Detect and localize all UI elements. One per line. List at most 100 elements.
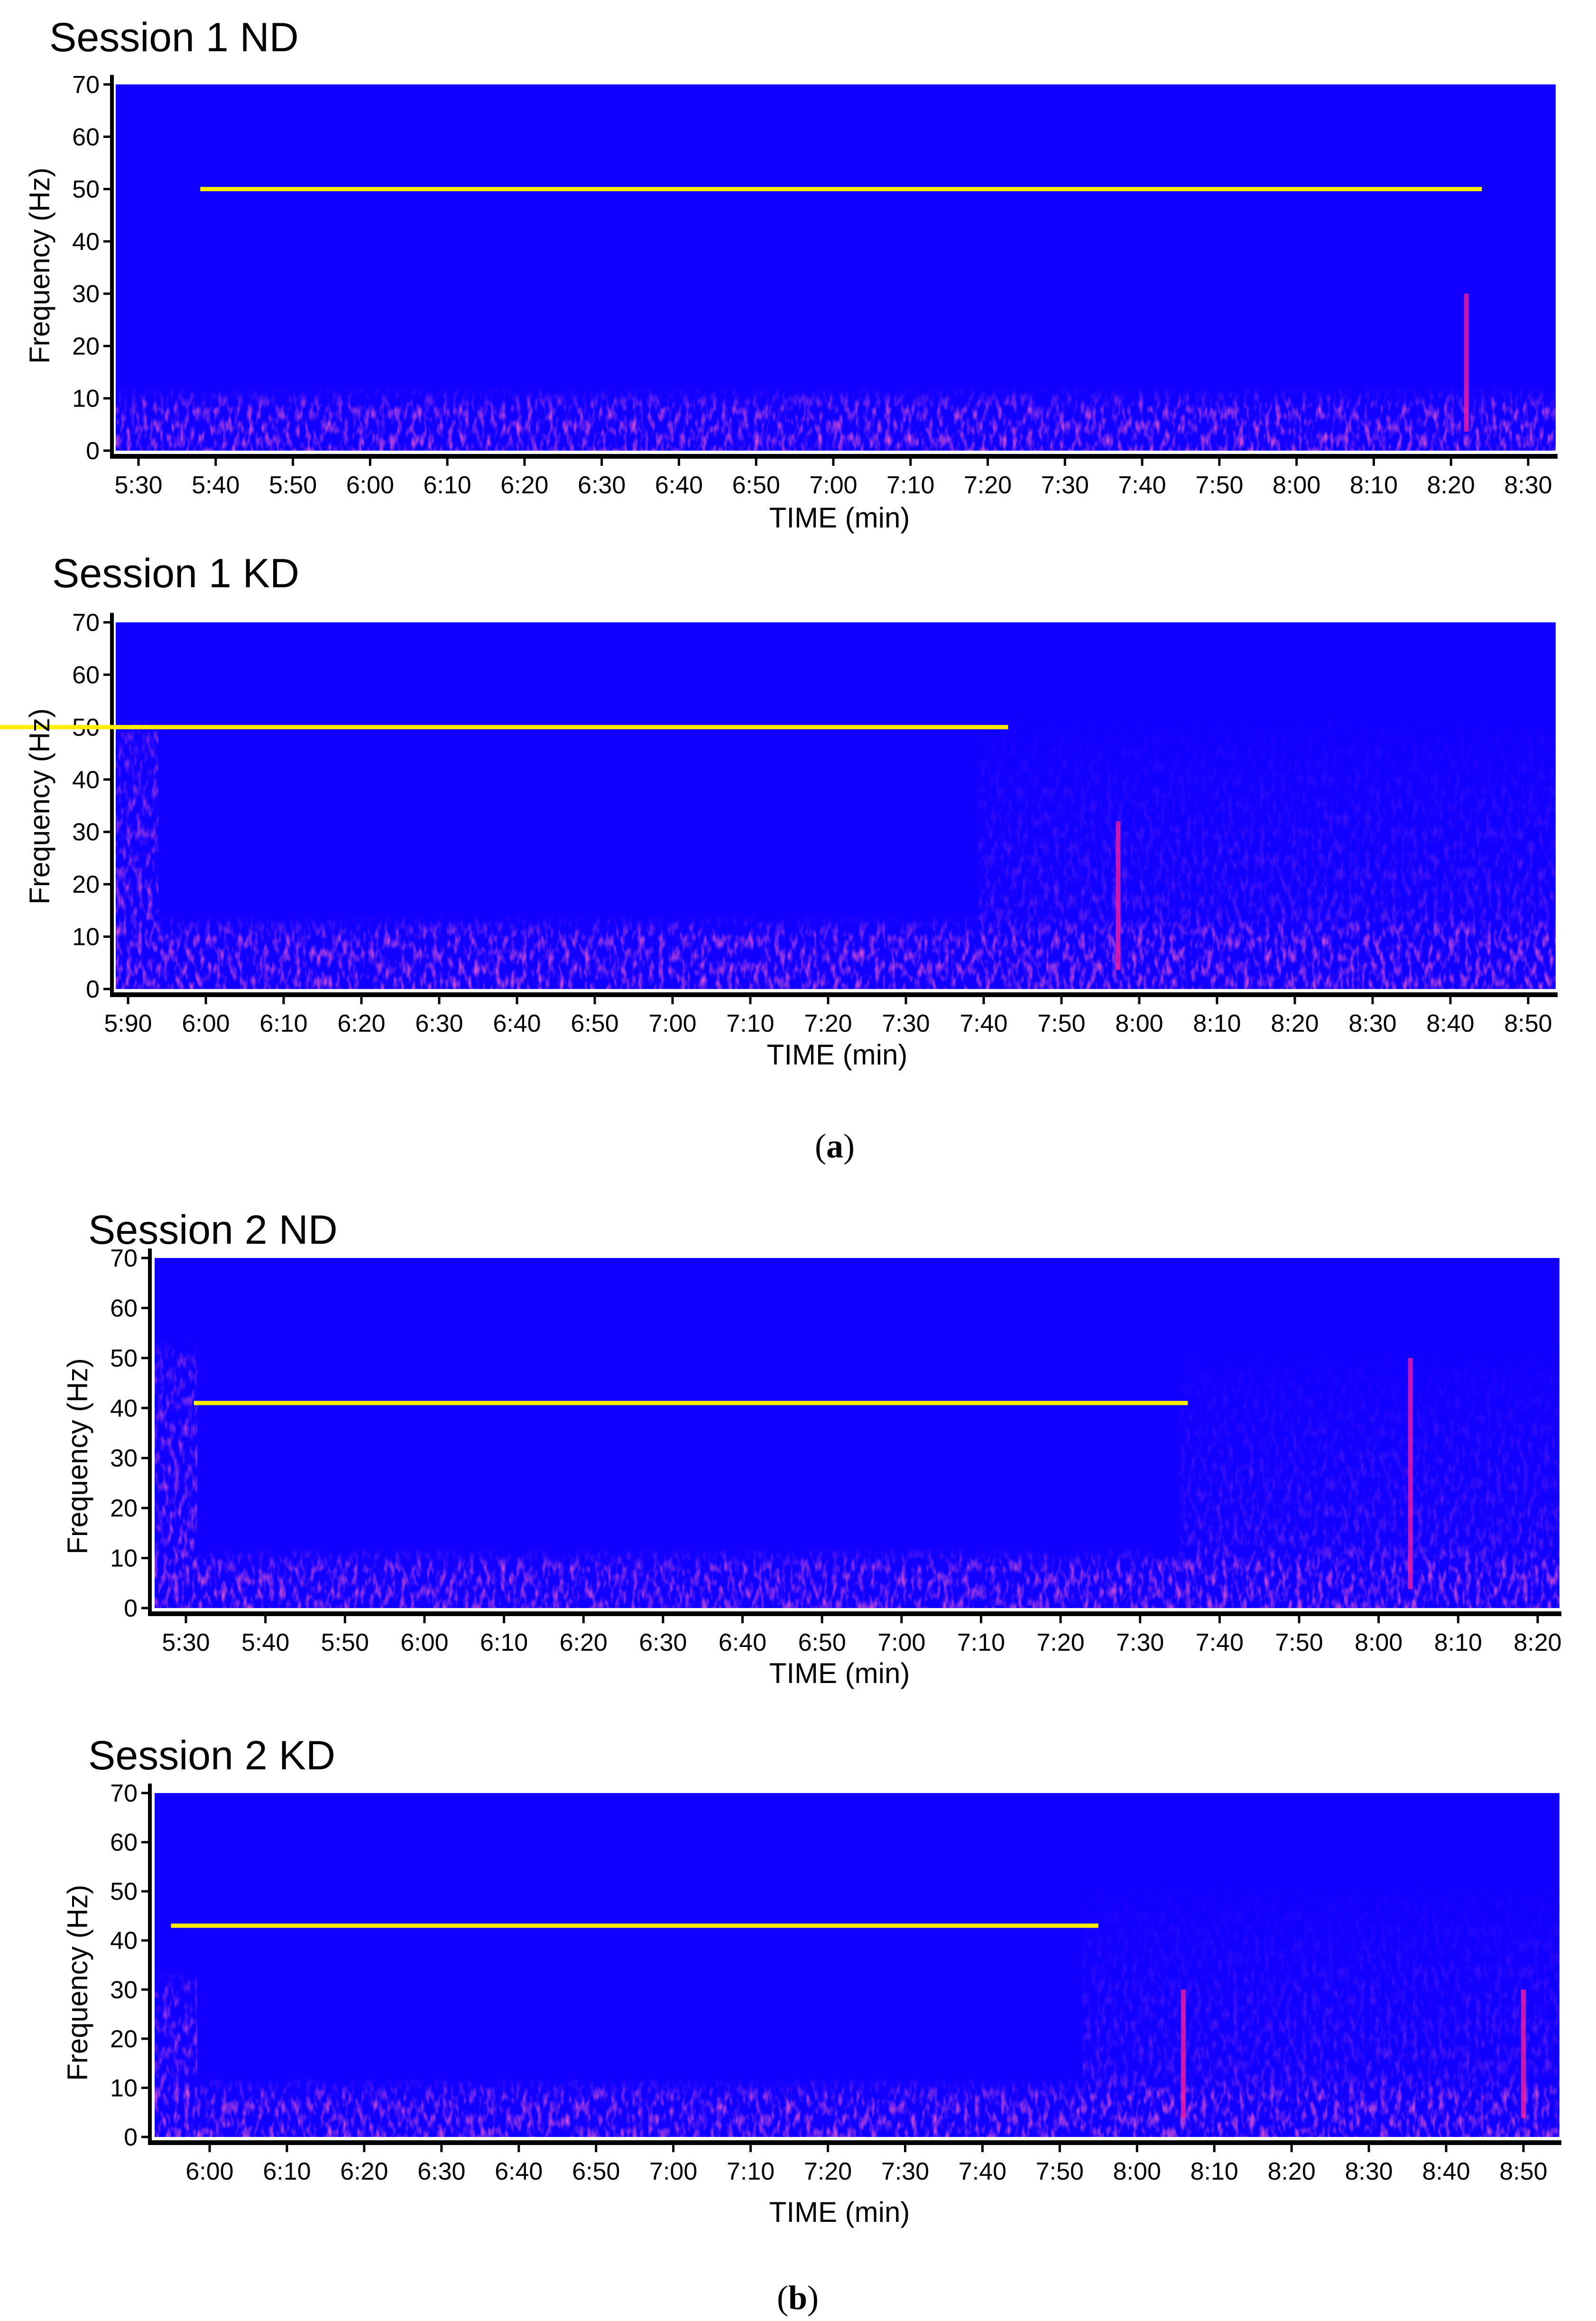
x-tick-label: 8:00	[1355, 1629, 1402, 1656]
x-tick-label: 5:40	[192, 472, 240, 499]
x-tick-label: 6:00	[182, 1010, 230, 1037]
x-tick-label: 8:00	[1273, 472, 1320, 499]
chart-session-1-nd: Session 1 ND 0 10 20 30 40 50 60 70 5:30 5:40 5:50…	[24, 15, 1558, 534]
y-tick-label: 10	[110, 1545, 138, 1572]
x-tick-label: 7:20	[804, 1010, 852, 1037]
spectral-power-texture	[116, 622, 1556, 989]
y-tick-label: 70	[110, 1780, 138, 1807]
y-tick-label: 0	[86, 976, 100, 1003]
y-axis-label: Frequency (Hz)	[24, 708, 55, 904]
x-tick-label: 6:40	[655, 472, 703, 499]
power-burst	[1464, 294, 1469, 432]
x-tick-label: 8:00	[1115, 1010, 1163, 1037]
x-tick-label: 7:00	[648, 1010, 696, 1037]
chart-title: Session 2 KD	[88, 1733, 335, 1778]
y-tick-label: 50	[72, 176, 100, 203]
x-tick-label: 6:00	[346, 472, 394, 499]
y-tick-label: 70	[72, 71, 100, 99]
x-tick-label: 7:40	[1118, 472, 1166, 499]
panel-label-b: (b)	[777, 2279, 819, 2317]
x-tick-label: 8:40	[1422, 2158, 1470, 2185]
x-tick-label: 6:10	[480, 1629, 528, 1656]
x-tick-label: 7:40	[959, 1010, 1007, 1037]
x-tick-label: 8:20	[1427, 472, 1475, 499]
x-tick-label: 7:00	[649, 2158, 697, 2185]
x-tick-label: 7:30	[881, 2158, 929, 2185]
x-tick-label: 8:30	[1345, 2158, 1393, 2185]
x-tick-label: 5:40	[241, 1629, 289, 1656]
x-tick-label: 7:10	[726, 1010, 774, 1037]
x-tick-label: 8:50	[1499, 2158, 1547, 2185]
y-tick-label: 10	[72, 385, 100, 413]
x-tick-label: 7:10	[886, 472, 934, 499]
x-tick-label: 7:20	[964, 472, 1012, 499]
x-tick-label: 7:30	[1041, 472, 1089, 499]
x-tick-label: 8:50	[1504, 1010, 1552, 1037]
y-tick-label: 20	[72, 333, 100, 360]
y-tick-label: 30	[72, 819, 100, 846]
x-tick-label: 8:10	[1350, 472, 1398, 499]
y-tick-label: 70	[110, 1245, 138, 1272]
x-tick-label: 6:30	[415, 1010, 463, 1037]
x-tick-label: 6:20	[337, 1010, 385, 1037]
chart-title: Session 1 KD	[52, 551, 299, 596]
x-tick-label: 7:10	[727, 2158, 775, 2185]
x-tick-label: 8:10	[1190, 2158, 1238, 2185]
x-tick-label: 6:20	[500, 472, 548, 499]
y-axis-label: Frequency (Hz)	[24, 167, 55, 363]
y-tick-label: 60	[72, 661, 100, 689]
chart-title: Session 2 ND	[88, 1207, 338, 1253]
y-tick-label: 20	[110, 2025, 138, 2053]
spectral-power-texture	[155, 1793, 1559, 2137]
x-tick-label: 5:50	[321, 1629, 369, 1656]
x-tick-label: 7:00	[877, 1629, 925, 1656]
y-tick-label: 50	[110, 1878, 138, 1905]
y-tick-label: 70	[72, 609, 100, 637]
y-tick-label: 10	[72, 924, 100, 951]
x-tick-label: 6:40	[719, 1629, 766, 1656]
x-tick-label: 5:30	[114, 472, 162, 499]
x-tick-label: 7:40	[959, 2158, 1006, 2185]
y-axis-label: Frequency (Hz)	[62, 1358, 93, 1554]
chart-session-2-nd: Session 2 ND 0 10 20 30 40 50 60 70 5:30 5:40 5:50…	[62, 1207, 1562, 1689]
x-tick-label: 6:30	[639, 1629, 687, 1656]
x-tick-label: 8:20	[1513, 1629, 1561, 1656]
y-tick-label: 30	[110, 1445, 138, 1472]
x-tick-label: 8:40	[1426, 1010, 1474, 1037]
x-tick-label: 7:50	[1275, 1629, 1323, 1656]
x-tick-label: 7:30	[882, 1010, 930, 1037]
x-tick-label: 6:10	[424, 472, 471, 499]
chart-session-2-kd: Session 2 KD 0 10 20 30 40 50 60 70 6:00 6:10 6:20…	[62, 1733, 1561, 2228]
x-tick-label: 6:40	[495, 2158, 543, 2185]
x-tick-label: 7:50	[1036, 2158, 1084, 2185]
y-axis-label: Frequency (Hz)	[62, 1885, 93, 2081]
y-tick-label: 30	[72, 280, 100, 308]
x-tick-label: 5:50	[269, 472, 317, 499]
spectral-power-texture	[155, 1258, 1559, 1608]
x-tick-label: 8:20	[1268, 2158, 1316, 2185]
x-tick-label: 6:30	[417, 2158, 465, 2185]
x-tick-label: 5:90	[104, 1010, 152, 1037]
x-axis-label: TIME (min)	[769, 1657, 910, 1689]
x-tick-label: 8:30	[1504, 472, 1552, 499]
y-tick-label: 20	[110, 1495, 138, 1522]
power-burst	[1521, 1989, 1526, 2118]
x-tick-label: 6:10	[263, 2158, 311, 2185]
x-tick-label: 7:50	[1195, 472, 1243, 499]
x-tick-label: 7:20	[804, 2158, 852, 2185]
x-tick-label: 6:20	[340, 2158, 388, 2185]
x-tick-label: 7:10	[957, 1629, 1005, 1656]
power-burst	[1408, 1358, 1413, 1589]
x-tick-label: 6:10	[259, 1010, 307, 1037]
chart-title: Session 1 ND	[49, 15, 299, 60]
x-tick-label: 7:30	[1116, 1629, 1164, 1656]
x-tick-label: 7:50	[1037, 1010, 1085, 1037]
x-tick-label: 8:20	[1271, 1010, 1319, 1037]
y-tick-label: 60	[110, 1829, 138, 1857]
y-tick-label: 40	[110, 1927, 138, 1955]
x-tick-label: 7:40	[1196, 1629, 1244, 1656]
x-tick-label: 5:30	[162, 1629, 210, 1656]
x-tick-label: 6:50	[572, 2158, 620, 2185]
